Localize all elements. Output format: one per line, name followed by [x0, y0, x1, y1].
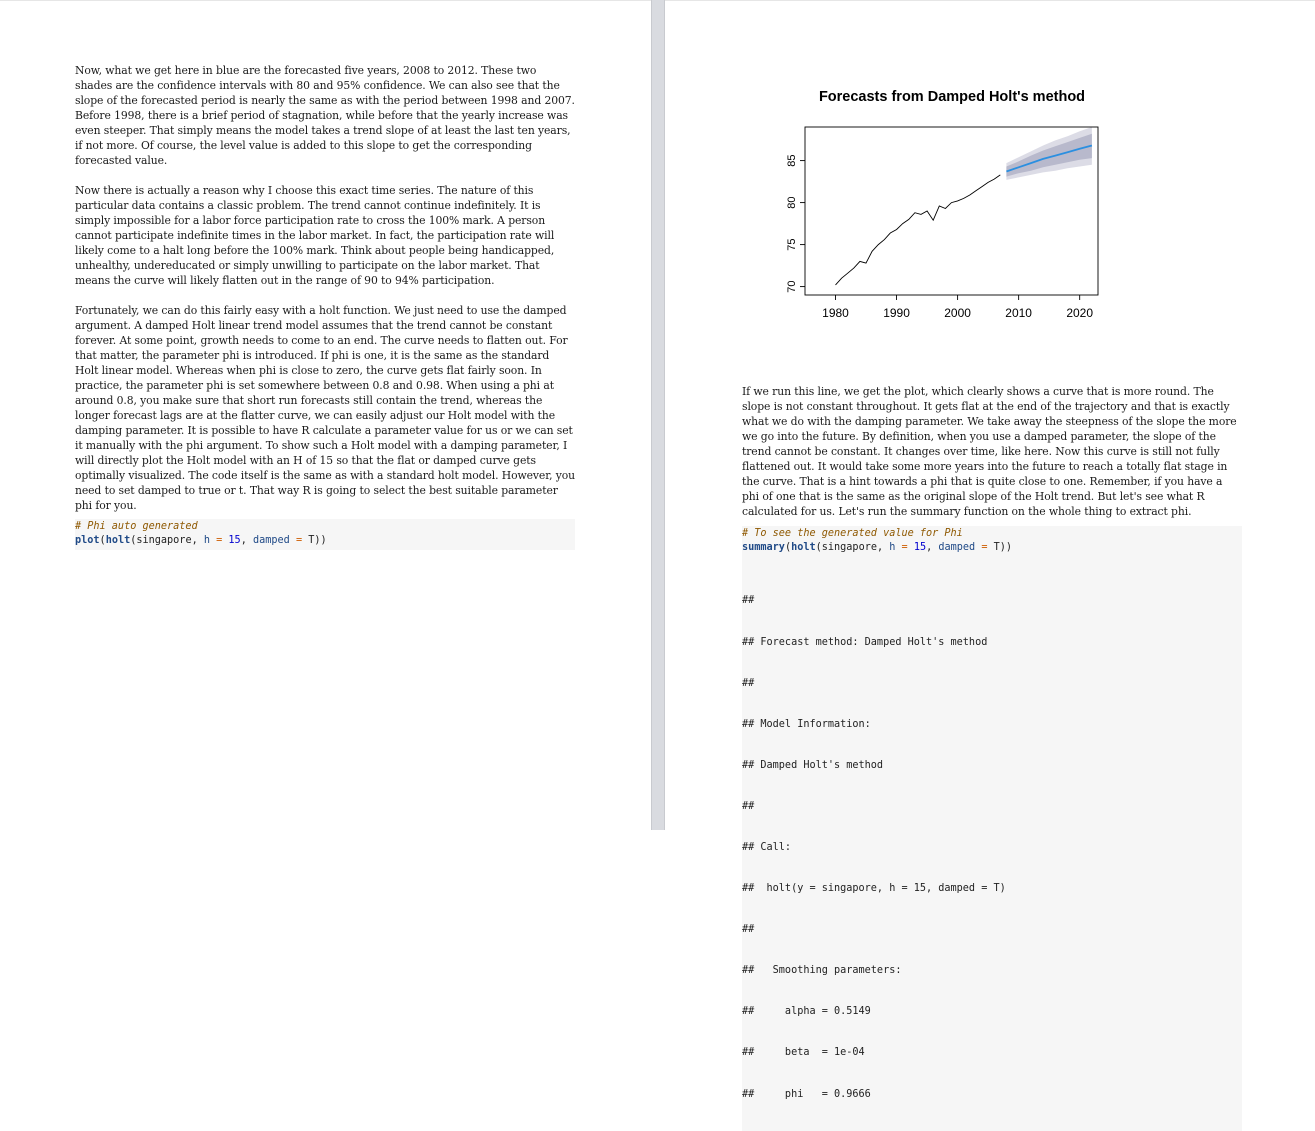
code-argument: h [203, 535, 210, 546]
code-comment: # Phi auto generated [75, 521, 198, 532]
chart-title: Forecasts from Damped Holt's method [819, 89, 1085, 105]
x-tick-label: 2020 [1066, 306, 1093, 320]
code-output: ## ## Forecast method: Damped Holt's met… [742, 557, 1242, 1131]
code-argument: damped [252, 535, 290, 546]
code-comment: # To see the generated value for Phi [742, 528, 963, 539]
paragraph: If we run this line, we get the plot, wh… [742, 385, 1237, 518]
output-line: ## Call: [742, 841, 792, 853]
x-tick-label: 1980 [822, 306, 849, 320]
output-line: ## [742, 924, 755, 936]
y-tick-label: 70 [786, 280, 798, 292]
output-line: ## Smoothing parameters: [742, 965, 902, 977]
output-line: ## alpha = 0.5149 [742, 1006, 871, 1018]
page-gutter [651, 0, 665, 830]
code-argument: singapore [821, 542, 877, 553]
paragraph: Fortunately, we can do this fairly easy … [75, 304, 575, 512]
y-tick-label: 80 [786, 196, 798, 208]
left-page [0, 0, 651, 830]
series-line-forecast [1006, 144, 1093, 173]
page-top-border [665, 0, 1315, 1]
paragraph: Now, what we get here in blue are the fo… [75, 64, 575, 167]
code-argument: damped [938, 542, 976, 553]
code-argument: singapore [136, 535, 192, 546]
forecast-band-80 [1006, 133, 1092, 177]
output-line: ## Model Information: [742, 718, 871, 730]
page-top-border [0, 0, 651, 1]
series-line-observed [835, 174, 1001, 286]
code-value: T [308, 535, 315, 546]
output-line: ## Damped Holt's method [742, 759, 884, 771]
output-line: ## Forecast method: Damped Holt's method [742, 636, 988, 648]
paragraph: Now there is actually a reason why I cho… [75, 184, 555, 287]
x-tick-label: 2000 [944, 306, 971, 320]
code-block: # To see the generated value for Phi summ… [742, 526, 1242, 557]
plot-frame [804, 126, 1099, 296]
code-number: 15 [913, 542, 927, 553]
x-tick-label: 1990 [883, 306, 910, 320]
output-line: ## beta = 1e-04 [742, 1047, 865, 1059]
forecast-chart: Forecasts from Damped Holt's method 1980… [786, 89, 1099, 320]
output-line: ## [742, 595, 755, 607]
code-argument: h [889, 542, 896, 553]
code-function: summary [742, 542, 785, 553]
code-function: holt [105, 535, 131, 546]
output-line: ## holt(y = singapore, h = 15, damped = … [742, 883, 1006, 895]
output-line: ## [742, 677, 755, 689]
code-function: holt [791, 542, 816, 553]
y-tick-label: 75 [786, 238, 798, 250]
code-value: T [993, 542, 1000, 553]
right-text-column: If we run this line, we get the plot, wh… [742, 384, 1242, 1131]
output-line: ## phi = 0.9666 [742, 1088, 871, 1100]
code-number: 15 [228, 535, 241, 546]
output-line: ## [742, 800, 755, 812]
y-tick-label: 85 [786, 154, 798, 166]
code-block: # Phi auto generated plot(holt(singapore,… [75, 519, 575, 550]
x-tick-label: 2010 [1005, 306, 1032, 320]
code-function: plot [75, 535, 100, 546]
left-text-column: Now, what we get here in blue are the fo… [75, 63, 575, 550]
